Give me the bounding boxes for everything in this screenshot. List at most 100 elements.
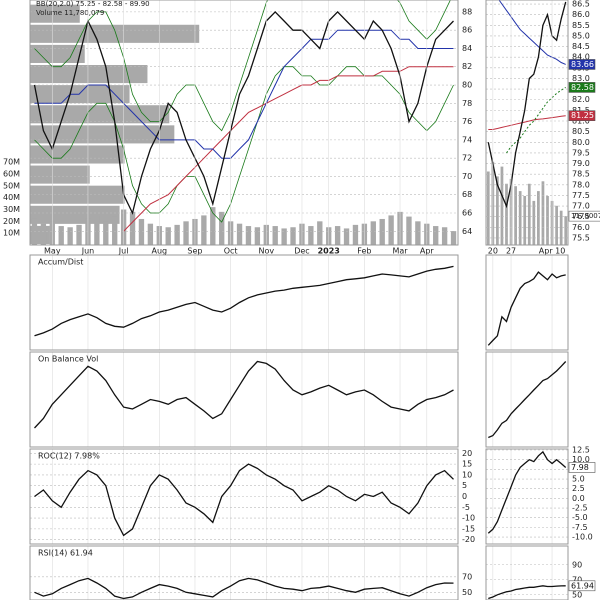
volume-bar: [129, 211, 136, 245]
panel-frame: [485, 545, 569, 600]
volume-bar: [415, 221, 421, 245]
panel-title: ROC(12) 7.98%: [38, 452, 100, 461]
panel-labels: On Balance Vol: [38, 355, 98, 364]
y-tick-label: 50: [572, 590, 582, 599]
y-tick-label: -20: [462, 535, 475, 544]
volume-bar: [201, 215, 207, 245]
y-tick-label: 70: [462, 572, 472, 581]
y-tick-label: 84.0: [572, 53, 590, 62]
volume-bar: [541, 181, 545, 245]
volume-bar: [94, 215, 100, 245]
y-tick-label: 2.5: [572, 484, 585, 493]
series-line: [487, 1, 567, 209]
series-line: [488, 585, 566, 600]
panel: [30, 576, 458, 600]
series-line: [34, 29, 454, 159]
panel: [487, 271, 566, 346]
volume-bar: [564, 216, 568, 245]
volume-bar: [546, 196, 549, 245]
series-line: [123, 66, 454, 232]
y-tick-label: -5: [462, 503, 470, 512]
volume-tick-label: 70M: [3, 158, 20, 167]
y-tick-label: -2.5: [572, 504, 588, 513]
panel: [486, 449, 568, 538]
y-tick-label: -7.5: [572, 523, 588, 532]
panel-frame: [485, 254, 569, 351]
y-tick-label: -10: [462, 514, 475, 523]
panel: [30, 453, 458, 540]
y-tick-label: 80.0: [572, 138, 590, 147]
y-tick-label: 79.5: [572, 148, 590, 157]
volume-bar: [317, 221, 323, 245]
volume-bar: [272, 226, 278, 245]
y-tick-label: 76.0: [572, 223, 590, 232]
y-tick-label: 0.0: [572, 494, 585, 503]
volume-by-price-bar: [30, 24, 200, 43]
y-tick-label: 82.0: [572, 95, 590, 104]
panel-title: RSI(14) 61.94: [38, 549, 93, 558]
panel-frame: [485, 351, 569, 448]
volume-bar: [441, 227, 448, 245]
volume-bar: [138, 218, 145, 245]
panel: [34, 360, 454, 429]
panel-frame: [29, 545, 459, 600]
y-tick-label: 70: [462, 172, 472, 181]
y-tick-label: 88: [462, 7, 472, 16]
volume-bar: [58, 226, 64, 245]
y-tick-label: 78: [462, 99, 472, 108]
y-tick-label: 78.5: [572, 170, 590, 179]
volume-bar: [406, 216, 412, 245]
volume-by-price-bar: [30, 205, 120, 224]
y-tick-label: 77.0: [572, 202, 590, 211]
y-tick-label: 82: [462, 62, 472, 71]
y-tick-label: 84.5: [572, 42, 590, 51]
volume-bar: [537, 191, 540, 245]
x-tick-label: 2023: [318, 247, 340, 256]
panel-frame: [29, 0, 459, 246]
y-tick-label: 64: [462, 227, 472, 236]
y-tick-label: 76: [462, 117, 472, 126]
panel-frame: [485, 448, 569, 545]
volume-tick-label: 40M: [3, 193, 20, 202]
y-tick-label: 81.0: [572, 117, 590, 126]
volume-bar: [527, 183, 531, 245]
y-tick-label: 80: [462, 81, 472, 90]
last-value-tag: [568, 580, 596, 592]
last-value-tag: [568, 210, 600, 222]
panel-frame: [485, 0, 569, 246]
panel: [30, 0, 458, 245]
y-tick-label: 66: [462, 209, 472, 218]
last-value-tag: [568, 462, 596, 473]
volume-by-price-bar: [30, 185, 125, 204]
panel-labels: 10M 20M 30M 40M 50M 60M 70M 64 66 68 70 72 74 76 78 80 8…: [3, 0, 472, 256]
volume-bar: [352, 224, 359, 245]
y-tick-label: 86: [462, 26, 472, 35]
volume-bar: [343, 228, 350, 245]
x-tick-label: Dec: [294, 247, 309, 256]
volume-tick-label: 20M: [3, 217, 20, 226]
x-tick-label: Jul: [118, 247, 129, 256]
volume-bar: [433, 226, 439, 245]
y-tick-label: 85.5: [572, 21, 590, 30]
last-value-label: 81.25: [571, 111, 594, 120]
last-value-tag: [568, 82, 596, 93]
panel-label: Volume 11,780,079: [36, 9, 104, 17]
x-tick-label: Oct: [224, 247, 238, 256]
volume-bar: [496, 176, 499, 245]
x-tick-label: Nov: [258, 247, 274, 256]
y-tick-label: 12.5: [572, 446, 590, 455]
volume-bar: [245, 226, 252, 245]
volume-bar: [486, 171, 490, 245]
last-value-label: 83.66: [571, 60, 594, 69]
x-tick-label: 27: [506, 247, 516, 256]
series-line: [488, 361, 567, 439]
y-tick-label: 78.0: [572, 180, 590, 189]
x-tick-label: May: [44, 247, 61, 256]
volume-by-price-bar: [30, 4, 80, 23]
panel-labels: 1178007986.586.085.585.084.584.083.583.0…: [488, 0, 600, 256]
volume-by-price-bar: [30, 44, 85, 63]
volume-bar: [290, 227, 296, 245]
